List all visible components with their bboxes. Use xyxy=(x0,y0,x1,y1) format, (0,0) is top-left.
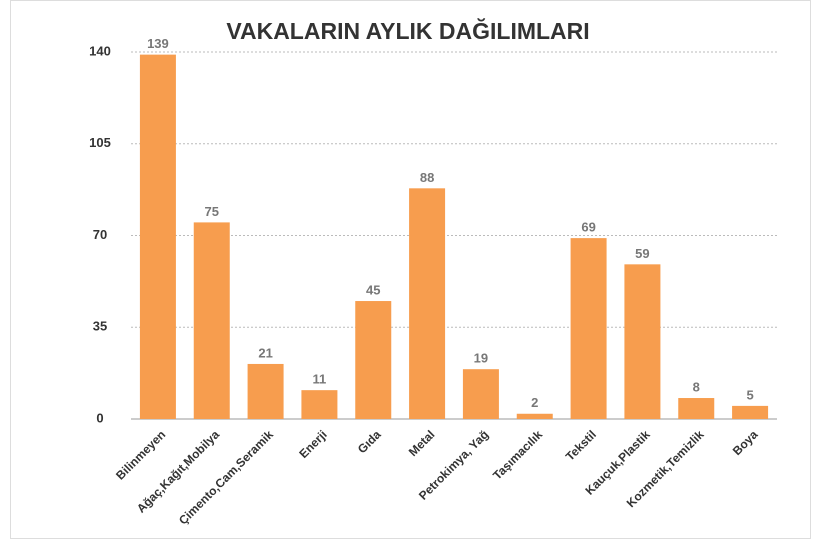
x-tick-label: Tekstil xyxy=(563,427,599,463)
data-label: 21 xyxy=(258,345,272,360)
data-label: 69 xyxy=(581,220,595,235)
x-tick-label: Gıda xyxy=(355,427,384,456)
data-label: 5 xyxy=(746,387,753,402)
bar xyxy=(193,222,230,419)
bar xyxy=(139,54,176,419)
bar xyxy=(247,363,284,419)
x-tick-label: Çimento,Cam,Seramik xyxy=(176,427,276,527)
y-tick-label: 0 xyxy=(96,410,103,425)
bar xyxy=(516,413,553,419)
bar xyxy=(301,390,338,419)
x-tick-label: Metal xyxy=(406,427,438,459)
data-label: 19 xyxy=(474,351,488,366)
x-tick-label: Boya xyxy=(730,427,761,458)
data-label: 139 xyxy=(147,36,169,51)
bar xyxy=(462,369,499,419)
bar xyxy=(732,405,769,419)
y-tick-label: 70 xyxy=(93,227,107,242)
bar xyxy=(355,301,392,419)
chart-title: VAKALARIN AYLIK DAĞILIMLARI xyxy=(226,17,589,44)
data-label: 75 xyxy=(205,204,219,219)
y-tick-label: 35 xyxy=(93,319,107,334)
data-label: 11 xyxy=(313,372,327,387)
bar xyxy=(409,188,446,419)
data-label: 2 xyxy=(531,395,538,410)
x-tick-label: Taşımacılık xyxy=(490,427,545,482)
data-label: 45 xyxy=(366,282,380,297)
bar xyxy=(570,238,607,419)
bar xyxy=(678,398,715,419)
frame xyxy=(10,0,811,539)
x-tick-label: Bilinmeyen xyxy=(113,427,168,482)
y-tick-label: 105 xyxy=(89,135,111,150)
data-label: 88 xyxy=(420,170,434,185)
x-tick-label: Enerji xyxy=(296,427,329,460)
data-label: 59 xyxy=(635,246,649,261)
y-tick-label: 140 xyxy=(89,43,111,58)
bar xyxy=(624,264,661,419)
data-label: 8 xyxy=(693,379,700,394)
